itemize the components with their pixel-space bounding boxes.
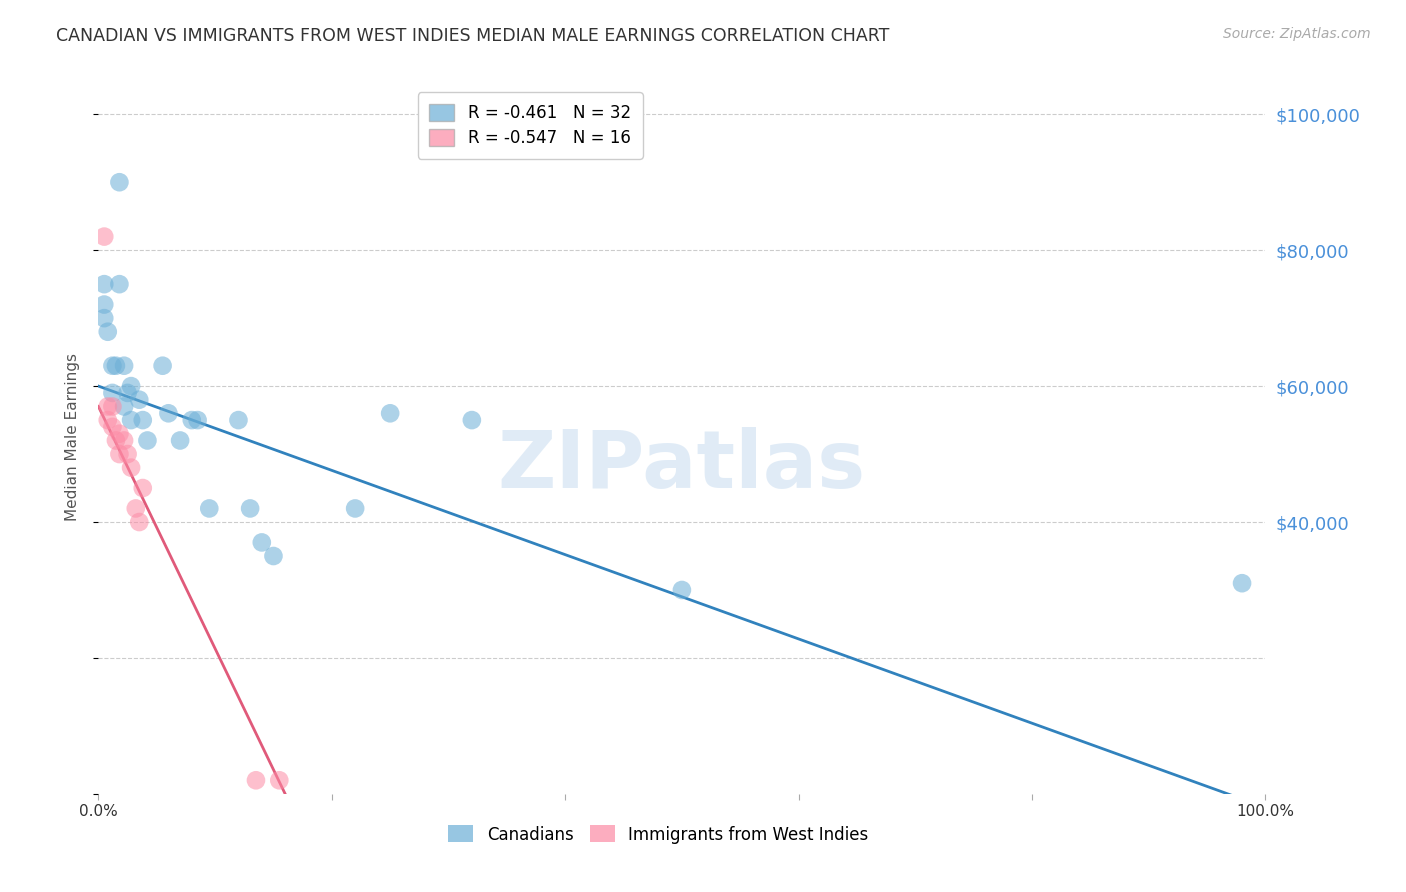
Point: [117, 447, 139, 461]
Text: CANADIAN VS IMMIGRANTS FROM WEST INDIES MEDIAN MALE EARNINGS CORRELATION CHART: CANADIAN VS IMMIGRANTS FROM WEST INDIES …: [56, 27, 890, 45]
Point: [93, 311, 115, 326]
Point: [101, 400, 124, 414]
Point: [461, 413, 484, 427]
Point: [136, 434, 159, 448]
Point: [97, 325, 120, 339]
Y-axis label: Median Male Earnings: Median Male Earnings: [65, 353, 80, 521]
Point: [93, 229, 115, 244]
Point: [108, 175, 131, 189]
Point: [117, 385, 139, 400]
Point: [180, 413, 202, 427]
Point: [187, 413, 209, 427]
Point: [250, 535, 273, 549]
Point: [120, 460, 142, 475]
Point: [128, 515, 150, 529]
Point: [198, 501, 221, 516]
Point: [157, 406, 180, 420]
Point: [239, 501, 262, 516]
Point: [128, 392, 150, 407]
Point: [169, 434, 191, 448]
Point: [125, 501, 148, 516]
Point: [120, 413, 142, 427]
Point: [152, 359, 174, 373]
Point: [112, 434, 135, 448]
Point: [228, 413, 250, 427]
Point: [120, 379, 142, 393]
Point: [132, 481, 155, 495]
Point: [245, 773, 267, 788]
Point: [101, 359, 124, 373]
Point: [112, 400, 135, 414]
Text: ZIPatlas: ZIPatlas: [498, 426, 866, 505]
Point: [344, 501, 367, 516]
Point: [380, 406, 402, 420]
Point: [104, 359, 127, 373]
Point: [93, 297, 115, 311]
Point: [101, 420, 124, 434]
Point: [97, 400, 120, 414]
Legend: Canadians, Immigrants from West Indies: Canadians, Immigrants from West Indies: [434, 812, 882, 857]
Point: [108, 447, 131, 461]
Point: [112, 359, 135, 373]
Point: [671, 582, 693, 597]
Point: [108, 277, 131, 292]
Point: [101, 385, 124, 400]
Text: Source: ZipAtlas.com: Source: ZipAtlas.com: [1223, 27, 1371, 41]
Point: [1230, 576, 1253, 591]
Point: [97, 413, 120, 427]
Point: [104, 434, 127, 448]
Point: [132, 413, 155, 427]
Point: [269, 773, 291, 788]
Point: [93, 277, 115, 292]
Point: [108, 426, 131, 441]
Point: [262, 549, 284, 563]
